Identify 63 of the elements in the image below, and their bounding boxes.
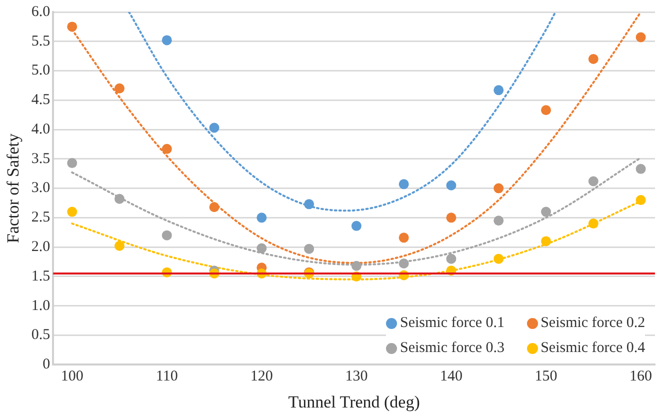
point bbox=[162, 144, 172, 154]
point bbox=[67, 158, 78, 168]
x-tick-label: 120 bbox=[250, 368, 273, 385]
point bbox=[398, 258, 409, 269]
point bbox=[67, 206, 78, 217]
point bbox=[541, 206, 552, 217]
point bbox=[398, 232, 409, 243]
point bbox=[446, 254, 456, 264]
point bbox=[588, 218, 598, 229]
y-tick-label: 2.5 bbox=[31, 210, 50, 226]
y-tick-label: 0.5 bbox=[31, 327, 50, 344]
y-tick-label: 3.0 bbox=[31, 180, 50, 196]
point bbox=[446, 212, 456, 223]
y-tick-label: 4.0 bbox=[31, 121, 50, 138]
point bbox=[541, 105, 552, 116]
point bbox=[494, 85, 504, 96]
point bbox=[256, 212, 267, 223]
legend-label: Seismic force 0.4 bbox=[540, 340, 646, 357]
point bbox=[588, 176, 598, 186]
x-tick-label: 140 bbox=[440, 368, 462, 385]
point bbox=[162, 35, 172, 46]
x-tick-label: 130 bbox=[345, 368, 368, 385]
y-tick-label: 3.5 bbox=[31, 150, 50, 167]
point bbox=[541, 236, 552, 246]
point bbox=[446, 180, 456, 190]
y-tick-label: 6.0 bbox=[31, 4, 50, 20]
point bbox=[256, 243, 267, 254]
x-tick-label: 160 bbox=[630, 368, 652, 385]
x-axis-title: Tunnel Trend (deg) bbox=[288, 392, 420, 412]
line-series bbox=[128, 12, 556, 212]
y-axis-title: Factor of Safety bbox=[4, 133, 23, 244]
point bbox=[114, 194, 124, 204]
point bbox=[494, 254, 504, 264]
y-tick-label: 4.5 bbox=[31, 92, 50, 108]
point bbox=[351, 260, 362, 271]
point bbox=[636, 32, 646, 42]
point bbox=[209, 122, 220, 133]
point bbox=[114, 240, 124, 251]
point bbox=[67, 22, 78, 32]
legend-label: Seismic force 0.3 bbox=[400, 340, 505, 357]
point bbox=[398, 179, 409, 190]
x-tick-label: 110 bbox=[156, 368, 178, 385]
point bbox=[351, 220, 362, 231]
point bbox=[162, 230, 172, 240]
point bbox=[588, 54, 598, 64]
point bbox=[636, 164, 646, 174]
x-tick-label: 150 bbox=[534, 368, 558, 385]
point bbox=[636, 195, 646, 206]
y-tick-label: 5.0 bbox=[31, 62, 50, 79]
y-tick-label: 1.5 bbox=[31, 268, 50, 284]
legend-label: Seismic force 0.1 bbox=[400, 314, 505, 332]
y-tick-label: 0 bbox=[42, 356, 50, 373]
y-tick-label: 5.5 bbox=[31, 33, 50, 50]
point bbox=[494, 216, 504, 226]
legend-label: Seismic force 0.2 bbox=[540, 314, 646, 332]
point bbox=[114, 83, 124, 94]
point bbox=[209, 202, 220, 212]
point bbox=[494, 183, 504, 194]
point bbox=[304, 244, 314, 254]
x-tick-label: 100 bbox=[60, 368, 84, 385]
point bbox=[304, 199, 314, 210]
y-tick-label: 1.0 bbox=[31, 298, 50, 314]
y-tick-label: 2.0 bbox=[31, 239, 50, 256]
